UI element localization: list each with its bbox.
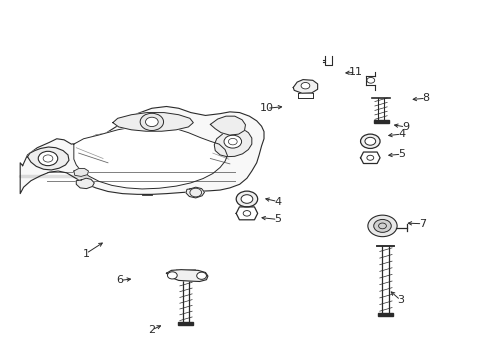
Text: 4: 4: [397, 129, 404, 139]
Polygon shape: [185, 187, 204, 198]
Circle shape: [241, 195, 252, 203]
Text: 2: 2: [148, 325, 155, 335]
Circle shape: [373, 220, 390, 232]
Circle shape: [301, 82, 309, 89]
Polygon shape: [20, 107, 264, 194]
Polygon shape: [74, 168, 88, 176]
Circle shape: [167, 272, 177, 279]
Text: 4: 4: [274, 197, 281, 207]
Text: 5: 5: [397, 149, 404, 159]
Circle shape: [236, 191, 257, 207]
Text: 7: 7: [418, 219, 425, 229]
Text: 3: 3: [396, 295, 403, 305]
Text: 5: 5: [274, 215, 281, 224]
Polygon shape: [214, 127, 251, 157]
Polygon shape: [293, 80, 317, 93]
Circle shape: [224, 135, 241, 148]
Circle shape: [196, 272, 206, 279]
Text: 6: 6: [117, 275, 123, 285]
Text: 1: 1: [82, 248, 89, 258]
Circle shape: [145, 117, 158, 127]
Text: 11: 11: [348, 67, 362, 77]
Polygon shape: [76, 178, 94, 189]
Text: 8: 8: [422, 93, 428, 103]
Polygon shape: [27, 147, 69, 170]
Circle shape: [364, 137, 375, 145]
Polygon shape: [210, 116, 245, 135]
Polygon shape: [74, 126, 227, 189]
Polygon shape: [113, 113, 193, 131]
Bar: [378, 313, 393, 316]
Bar: [373, 120, 388, 123]
Polygon shape: [166, 270, 207, 282]
Circle shape: [360, 134, 379, 148]
Circle shape: [367, 215, 396, 237]
Circle shape: [140, 113, 163, 131]
Circle shape: [38, 151, 58, 166]
Bar: [178, 321, 193, 325]
Text: 10: 10: [260, 103, 273, 113]
Text: 9: 9: [401, 122, 408, 132]
